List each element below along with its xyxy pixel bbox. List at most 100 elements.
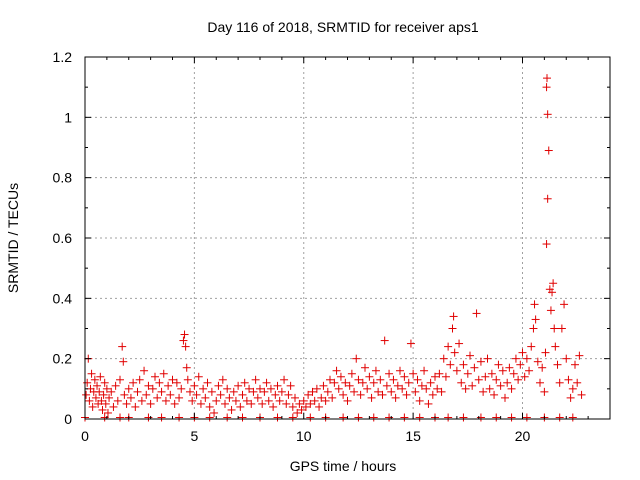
data-point (140, 366, 149, 375)
data-point (96, 372, 105, 381)
data-point (95, 387, 104, 396)
data-point (291, 393, 299, 402)
data-point (415, 413, 424, 422)
data-point (253, 393, 262, 402)
data-point (571, 360, 579, 369)
data-point (343, 396, 352, 405)
data-point (159, 369, 168, 378)
data-point (369, 378, 378, 387)
data-point (111, 381, 120, 390)
data-point (476, 357, 485, 366)
data-point (332, 366, 341, 375)
data-point (93, 381, 102, 390)
data-point (411, 387, 420, 396)
data-point (354, 375, 363, 384)
data-point (527, 342, 536, 351)
y-tick-label: 0.8 (53, 170, 73, 186)
grid (85, 57, 610, 419)
data-point (122, 399, 131, 408)
data-point (363, 384, 372, 393)
data-point (135, 375, 144, 384)
data-point (157, 387, 166, 396)
data-point (155, 378, 164, 387)
data-points (81, 74, 586, 422)
data-point (356, 390, 365, 399)
data-point (229, 387, 238, 396)
data-point (90, 375, 99, 384)
data-point (568, 384, 577, 393)
data-point (548, 288, 557, 297)
data-point (352, 354, 361, 363)
data-point (367, 393, 376, 402)
data-point (271, 390, 280, 399)
data-point (153, 393, 162, 402)
data-point (273, 413, 282, 422)
data-point (437, 387, 446, 396)
data-point (433, 384, 442, 393)
data-point (203, 378, 212, 387)
data-point (85, 396, 94, 405)
data-point (573, 378, 582, 387)
data-point (323, 387, 332, 396)
data-point (99, 390, 108, 399)
data-point (182, 363, 191, 372)
data-point (551, 342, 560, 351)
data-point (557, 324, 566, 333)
data-point (536, 378, 544, 387)
data-point (541, 348, 550, 357)
data-point (511, 354, 520, 363)
data-point (543, 110, 552, 119)
data-point (522, 413, 531, 422)
data-point (105, 393, 114, 402)
data-point (301, 402, 310, 411)
data-point (424, 399, 433, 408)
data-point (236, 402, 245, 411)
data-point (218, 375, 227, 384)
data-point (142, 390, 151, 399)
data-point (540, 387, 549, 396)
data-point (514, 375, 523, 384)
data-point (221, 399, 229, 408)
data-point (199, 384, 208, 393)
data-point (481, 372, 490, 381)
y-axis-label: SRMTID / TECUs (5, 183, 21, 293)
data-point (498, 366, 507, 375)
data-point (251, 375, 260, 384)
data-point (560, 300, 569, 309)
data-point (449, 312, 458, 321)
data-point (168, 375, 177, 384)
data-point (137, 396, 146, 405)
data-point (326, 375, 334, 384)
data-point (428, 390, 437, 399)
data-point (509, 369, 518, 378)
data-point (371, 366, 380, 375)
data-point (225, 393, 234, 402)
data-point (297, 405, 306, 414)
data-point (124, 384, 133, 393)
chart-title: Day 116 of 2018, SRMTID for receiver aps… (207, 19, 479, 35)
data-point (516, 360, 525, 369)
data-point (116, 375, 124, 384)
data-point (216, 390, 225, 399)
data-point (542, 240, 551, 249)
data-point (402, 390, 411, 399)
data-point (238, 390, 247, 399)
data-point (183, 375, 192, 384)
data-point (347, 369, 356, 378)
data-point (485, 384, 494, 393)
data-point (227, 405, 236, 414)
data-point (310, 396, 319, 405)
data-point (530, 300, 539, 309)
data-point (234, 381, 243, 390)
data-point (205, 413, 214, 422)
data-point (82, 390, 91, 399)
data-point (186, 387, 194, 396)
data-point (385, 369, 394, 378)
data-point (474, 375, 483, 384)
data-point (555, 413, 564, 422)
data-point (103, 408, 112, 417)
data-point (293, 408, 302, 417)
data-point (468, 381, 477, 390)
data-point (555, 378, 564, 387)
